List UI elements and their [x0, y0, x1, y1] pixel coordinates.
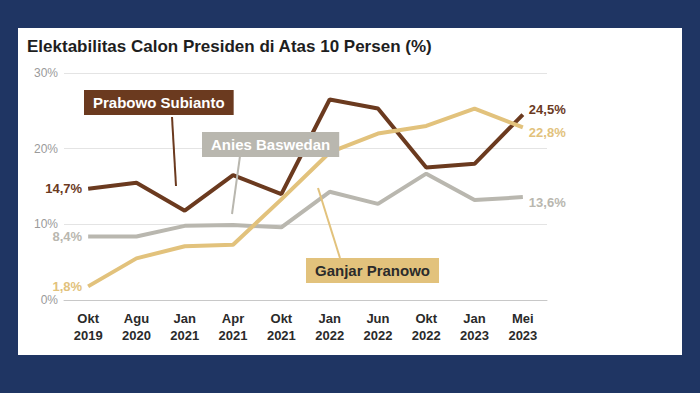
svg-text:Okt: Okt — [77, 311, 99, 326]
svg-text:Prabowo Subianto: Prabowo Subianto — [93, 94, 225, 111]
svg-text:Jun: Jun — [366, 311, 389, 326]
svg-text:Okt: Okt — [271, 311, 293, 326]
svg-text:Anies Baswedan: Anies Baswedan — [211, 136, 330, 153]
svg-text:2023: 2023 — [460, 328, 489, 343]
svg-text:Jan: Jan — [463, 311, 485, 326]
svg-text:30%: 30% — [34, 66, 58, 80]
svg-text:20%: 20% — [34, 142, 58, 156]
svg-text:1,8%: 1,8% — [53, 279, 83, 294]
svg-text:2021: 2021 — [219, 328, 248, 343]
svg-text:Okt: Okt — [415, 311, 437, 326]
svg-text:2019: 2019 — [74, 328, 103, 343]
svg-text:13,6%: 13,6% — [529, 195, 566, 210]
svg-text:Elektabilitas Calon Presiden d: Elektabilitas Calon Presiden di Atas 10 … — [27, 37, 432, 56]
svg-text:2021: 2021 — [170, 328, 199, 343]
svg-text:Jan: Jan — [318, 311, 340, 326]
svg-text:14,7%: 14,7% — [45, 181, 82, 196]
svg-text:10%: 10% — [34, 217, 58, 232]
svg-text:24,5%: 24,5% — [529, 102, 566, 117]
svg-text:22,8%: 22,8% — [529, 125, 566, 140]
svg-text:Jan: Jan — [174, 311, 196, 326]
svg-text:2020: 2020 — [122, 328, 151, 343]
svg-text:2021: 2021 — [267, 328, 296, 343]
svg-text:Mei: Mei — [512, 311, 534, 326]
svg-text:Ganjar Pranowo: Ganjar Pranowo — [315, 262, 430, 279]
svg-text:2023: 2023 — [508, 328, 537, 343]
svg-text:Agu: Agu — [124, 311, 149, 326]
svg-text:8,4%: 8,4% — [53, 229, 83, 244]
svg-text:Apr: Apr — [222, 311, 244, 326]
svg-text:2022: 2022 — [315, 328, 344, 343]
svg-text:2022: 2022 — [412, 328, 441, 343]
svg-text:0%: 0% — [41, 293, 59, 307]
svg-text:2022: 2022 — [363, 328, 392, 343]
